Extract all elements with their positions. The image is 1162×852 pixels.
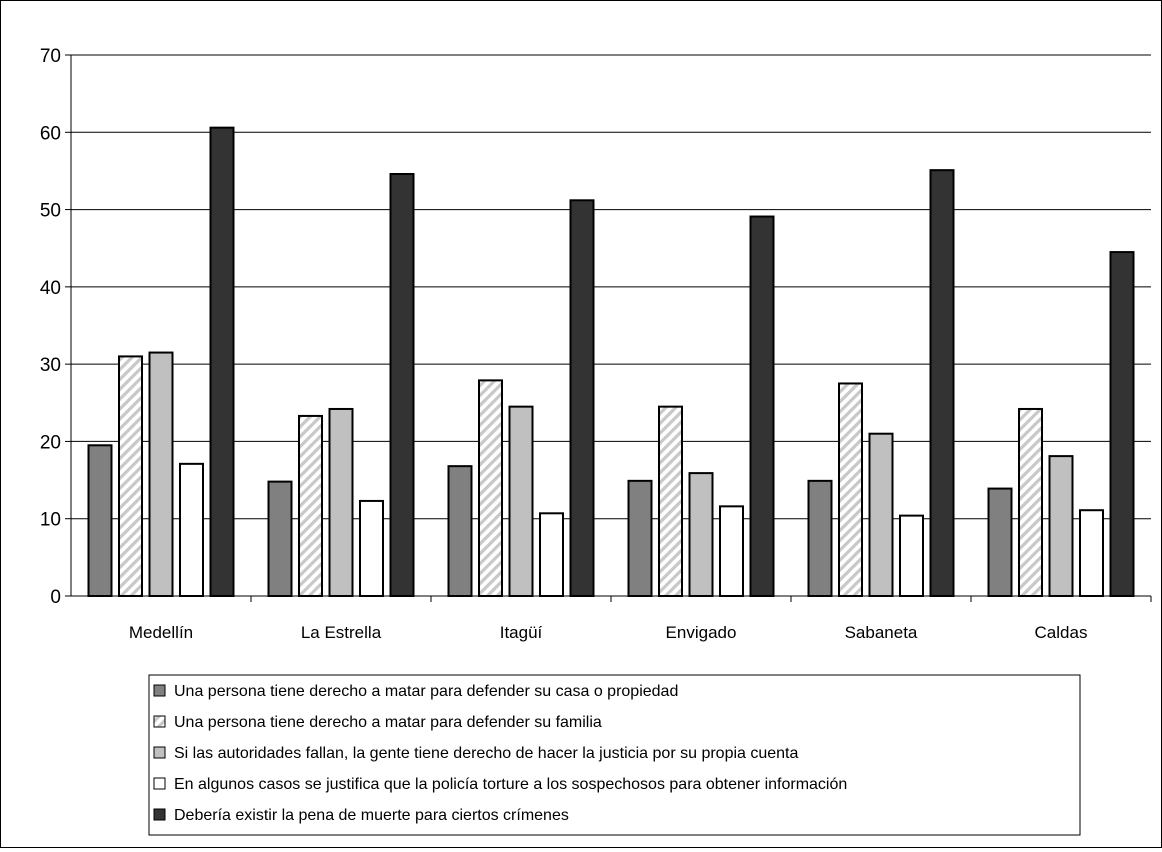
x-tick-label: Sabaneta <box>845 623 918 642</box>
legend-label: Una persona tiene derecho a matar para d… <box>174 714 602 731</box>
bar <box>118 355 143 597</box>
bar <box>1109 251 1135 597</box>
y-tick-label: 20 <box>40 432 61 453</box>
bar <box>298 414 323 597</box>
y-tick-label: 0 <box>50 587 61 608</box>
bar <box>838 382 863 598</box>
bar <box>148 351 174 597</box>
bar <box>807 479 833 598</box>
legend-swatch <box>153 746 166 759</box>
bar <box>658 405 683 597</box>
x-axis-ticks: Medellín La Estrella Itagüí Envigado Sabanet… <box>129 623 1088 642</box>
bar <box>539 512 564 597</box>
x-tick-label: La Estrella <box>301 623 382 642</box>
bar <box>1079 509 1104 597</box>
bar <box>719 505 744 597</box>
legend-swatch <box>153 808 166 821</box>
bar <box>569 199 595 597</box>
bar <box>627 479 653 598</box>
y-tick-label: 50 <box>40 201 61 222</box>
gridlines <box>71 54 1151 520</box>
bar <box>929 169 955 598</box>
y-tick-label: 70 <box>40 46 61 67</box>
bar <box>508 405 534 597</box>
bar <box>328 407 354 597</box>
legend-label: Una persona tiene derecho a matar para d… <box>174 683 678 700</box>
legend-label: En algunos casos se justifica que la pol… <box>174 776 847 793</box>
legend-swatch <box>153 777 166 790</box>
bar <box>987 487 1013 597</box>
legend-swatch <box>153 684 166 697</box>
legend-label: Debería existir la pena de muerte para c… <box>174 807 569 824</box>
bar <box>179 462 204 597</box>
legend-label: Si las autoridades fallan, la gente tien… <box>174 745 799 762</box>
bar <box>1018 407 1043 597</box>
y-axis-ticks: 0 10 20 30 40 50 60 70 <box>40 46 61 608</box>
bars <box>87 126 1135 598</box>
bar <box>899 514 924 598</box>
x-tick-label: Itagüí <box>500 623 543 642</box>
bar <box>688 472 714 598</box>
bar <box>749 215 775 598</box>
x-tick-label: Caldas <box>1035 623 1088 642</box>
bar <box>359 499 384 597</box>
legend: Una persona tiene derecho a matar para d… <box>148 674 1081 836</box>
axes <box>65 54 1152 602</box>
bar <box>209 126 235 598</box>
bar <box>267 480 293 598</box>
bar <box>447 465 473 597</box>
bar <box>478 379 503 597</box>
bar <box>1048 455 1074 597</box>
y-tick-label: 10 <box>40 510 61 531</box>
bar <box>87 444 113 597</box>
legend-box <box>148 674 1081 836</box>
y-tick-label: 30 <box>40 355 61 376</box>
x-tick-label: Medellín <box>129 623 193 642</box>
bar <box>389 173 415 598</box>
bar <box>868 432 894 598</box>
y-tick-label: 60 <box>40 123 61 144</box>
y-tick-label: 40 <box>40 278 61 299</box>
x-tick-label: Envigado <box>666 623 737 642</box>
legend-swatch <box>153 715 166 728</box>
